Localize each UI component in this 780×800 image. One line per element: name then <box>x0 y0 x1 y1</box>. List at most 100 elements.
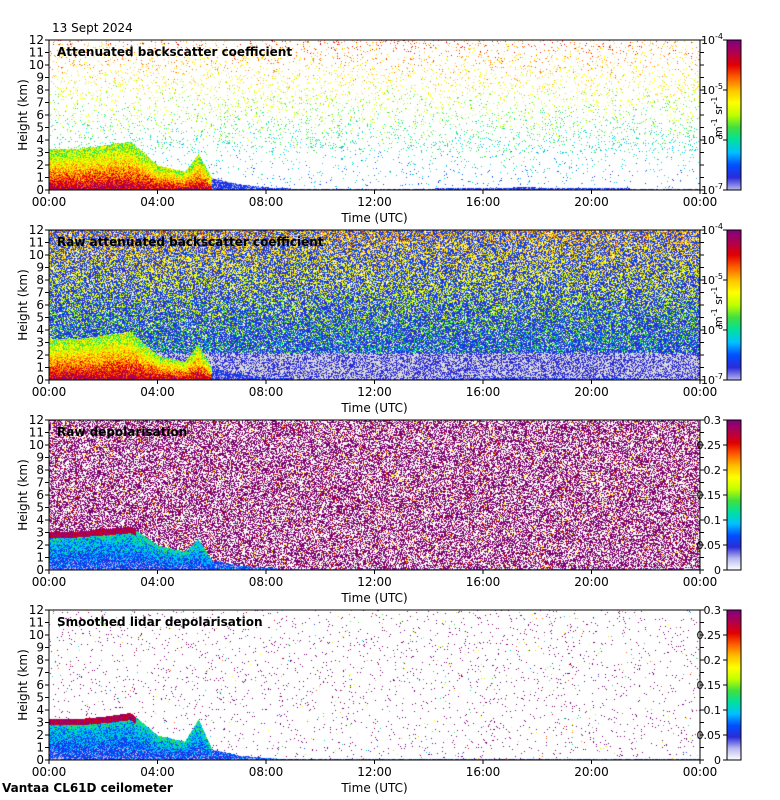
y-tick-label: 9 <box>36 451 44 465</box>
plot-area <box>49 420 700 570</box>
heatmap-image <box>49 420 700 570</box>
colorbar: 0 0.05 0.1 0.15 0.2 0.25 0.3 <box>697 414 742 577</box>
x-tick-label: 12:00 <box>357 385 392 399</box>
y-tick-label: 6 <box>36 678 44 692</box>
x-tick-label: 16:00 <box>466 385 501 399</box>
colorbar-tick-label: 0.25 <box>697 629 722 642</box>
colorbar-tick-label: 0.1 <box>704 704 722 717</box>
colorbar-tick-label: 0.2 <box>704 464 722 477</box>
colorbar-tick-label: 0.3 <box>704 414 722 427</box>
colorbar-scale <box>726 229 742 381</box>
colorbar-tick-label: 0.25 <box>697 439 722 452</box>
y-tick-label: 6 <box>36 298 44 312</box>
y-tick-label: 8 <box>36 653 44 667</box>
x-tick-label: 08:00 <box>249 385 284 399</box>
y-tick-label: 7 <box>36 96 44 110</box>
y-tick-label: 4 <box>36 513 44 527</box>
x-tick-label: 16:00 <box>466 765 501 779</box>
y-tick-label: 0 <box>36 373 44 387</box>
y-tick-label: 10 <box>29 628 44 642</box>
y-tick-label: 3 <box>36 716 44 730</box>
x-tick-label: 08:00 <box>249 575 284 589</box>
y-tick-label: 2 <box>36 538 44 552</box>
y-axis-label: Height (km) <box>16 79 30 150</box>
colorbar-unit: m-1 sr-1 <box>710 97 725 137</box>
x-tick-label: 12:00 <box>357 195 392 209</box>
colorbar-scale <box>726 609 742 761</box>
heatmap-image <box>49 40 700 190</box>
y-tick-label: 0 <box>36 183 44 197</box>
y-tick-label: 8 <box>36 83 44 97</box>
panel-title: Raw depolarisation <box>57 425 187 439</box>
x-tick-label: 20:00 <box>574 385 609 399</box>
x-tick-label: 08:00 <box>249 765 284 779</box>
x-tick-label: 00:00 <box>683 575 718 589</box>
colorbar-tick-label: 10-6 <box>701 132 723 147</box>
panel-title: Raw attenuated backscatter coefficient <box>57 235 324 249</box>
y-tick-label: 10 <box>29 438 44 452</box>
y-axis-label: Height (km) <box>16 459 30 530</box>
x-axis-label: Time (UTC) <box>340 211 407 225</box>
y-tick-label: 2 <box>36 728 44 742</box>
x-tick-label: 16:00 <box>466 575 501 589</box>
colorbar-tick-label: 0.2 <box>704 654 722 667</box>
y-tick-label: 1 <box>36 741 44 755</box>
heatmap-image <box>49 230 700 380</box>
panel-title: Attenuated backscatter coefficient <box>57 45 292 59</box>
colorbar: 0 0.05 0.1 0.15 0.2 0.25 0.3 <box>697 604 742 767</box>
y-tick-label: 9 <box>36 641 44 655</box>
x-axis-label: Time (UTC) <box>340 781 407 795</box>
y-axis-label: Height (km) <box>16 269 30 340</box>
y-tick-label: 4 <box>36 323 44 337</box>
y-tick-label: 12 <box>29 33 44 47</box>
y-tick-label: 1 <box>36 551 44 565</box>
y-tick-label: 12 <box>29 413 44 427</box>
y-tick-label: 3 <box>36 336 44 350</box>
x-tick-label: 12:00 <box>357 575 392 589</box>
x-axis-label: Time (UTC) <box>340 591 407 605</box>
y-tick-label: 9 <box>36 71 44 85</box>
y-tick-label: 10 <box>29 248 44 262</box>
y-tick-label: 5 <box>36 501 44 515</box>
x-axis-label: Time (UTC) <box>340 401 407 415</box>
y-tick-label: 0 <box>36 563 44 577</box>
plot-area <box>49 40 700 190</box>
y-tick-label: 1 <box>36 171 44 185</box>
y-tick-label: 9 <box>36 261 44 275</box>
y-tick-label: 6 <box>36 488 44 502</box>
y-tick-label: 11 <box>29 46 44 60</box>
y-tick-label: 7 <box>36 286 44 300</box>
colorbar-unit: m-1 sr-1 <box>710 287 725 327</box>
colorbar-tick-label: 10-4 <box>701 222 723 237</box>
colorbar-tick-label: 10-7 <box>701 372 723 387</box>
x-tick-label: 16:00 <box>466 195 501 209</box>
colorbar-tick-label: 10-7 <box>701 182 723 197</box>
y-axis-label: Height (km) <box>16 649 30 720</box>
y-tick-label: 7 <box>36 666 44 680</box>
x-tick-label: 04:00 <box>140 575 175 589</box>
heatmap-image <box>49 610 700 760</box>
x-tick-label: 00:00 <box>32 575 67 589</box>
x-tick-label: 00:00 <box>683 195 718 209</box>
colorbar-scale <box>726 419 742 571</box>
x-tick-label: 00:00 <box>32 385 67 399</box>
x-tick-label: 20:00 <box>574 575 609 589</box>
x-tick-label: 00:00 <box>32 195 67 209</box>
y-tick-label: 4 <box>36 133 44 147</box>
colorbar-tick-label: 0.05 <box>697 539 722 552</box>
colorbar-tick-label: 0 <box>714 564 721 577</box>
y-tick-label: 11 <box>29 426 44 440</box>
colorbar-tick-label: 0.15 <box>697 679 722 692</box>
plot-area <box>49 230 700 380</box>
y-tick-label: 11 <box>29 236 44 250</box>
colorbar-tick-label: 0.15 <box>697 489 722 502</box>
x-tick-label: 04:00 <box>140 385 175 399</box>
x-tick-label: 08:00 <box>249 195 284 209</box>
x-tick-label: 00:00 <box>32 765 67 779</box>
y-tick-label: 5 <box>36 121 44 135</box>
